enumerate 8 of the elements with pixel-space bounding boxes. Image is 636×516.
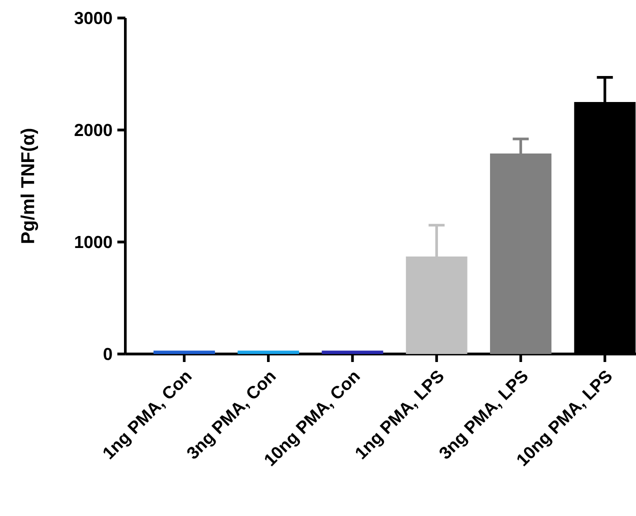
bar bbox=[238, 350, 300, 354]
y-tick-label: 3000 bbox=[74, 12, 112, 24]
y-tick-label: 1000 bbox=[75, 236, 112, 248]
y-axis-title: Pg/ml TNF(α) bbox=[20, 128, 38, 243]
bar bbox=[322, 350, 384, 354]
bar bbox=[154, 350, 215, 354]
y-tick-label: 0 bbox=[104, 348, 112, 360]
y-tick-label: 2000 bbox=[74, 124, 112, 136]
